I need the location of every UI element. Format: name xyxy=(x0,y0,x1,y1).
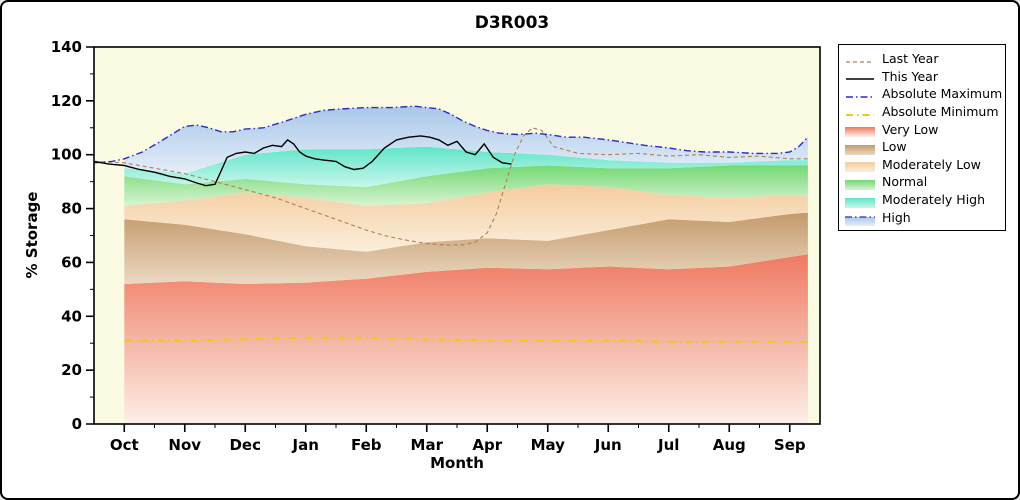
legend-swatch xyxy=(845,53,875,65)
legend-swatch xyxy=(845,194,875,208)
x-tick-label: Mar xyxy=(411,436,444,454)
x-tick-label: Jul xyxy=(657,436,679,454)
legend-label: Moderately High xyxy=(882,192,986,208)
legend-swatch xyxy=(845,176,875,190)
legend-item-moderately-low: Moderately Low xyxy=(845,156,999,174)
legend-item-absolute-minimum: Absolute Minimum xyxy=(845,103,999,121)
legend-item-absolute-maximum: Absolute Maximum xyxy=(845,85,1003,103)
x-tick-label: Dec xyxy=(229,436,261,454)
x-tick-label: Nov xyxy=(168,436,201,454)
chart-title: D3R003 xyxy=(474,13,550,33)
x-tick-label: May xyxy=(531,436,566,454)
x-tick-label: Jun xyxy=(594,436,622,454)
x-axis-label: Month xyxy=(430,454,484,472)
legend-swatch xyxy=(845,141,875,155)
legend-label: Absolute Minimum xyxy=(882,104,999,120)
legend-swatch xyxy=(845,88,875,100)
legend-swatch xyxy=(845,123,875,138)
legend-label: This Year xyxy=(882,68,938,84)
x-tick-label: Aug xyxy=(713,436,746,454)
legend-swatch xyxy=(845,106,875,118)
band-low xyxy=(124,212,808,284)
y-tick-label: 0 xyxy=(72,415,82,433)
y-tick-label: 80 xyxy=(61,200,82,218)
line-last-year xyxy=(93,127,808,246)
band-normal xyxy=(124,165,808,206)
legend-label: High xyxy=(882,209,911,225)
legend-label: Absolute Maximum xyxy=(882,86,1003,102)
band-moderately-low xyxy=(124,184,808,252)
legend-label: Low xyxy=(882,139,907,155)
line-absolute-maximum xyxy=(93,105,809,164)
line-this-year xyxy=(93,135,512,187)
x-tick-label: Sep xyxy=(774,436,806,454)
y-tick-label: 60 xyxy=(61,253,82,271)
y-tick-label: 120 xyxy=(51,92,82,110)
legend-swatch xyxy=(845,211,875,227)
x-tick-label: Oct xyxy=(110,436,139,454)
x-tick-label: Feb xyxy=(351,436,382,454)
legend-item-last-year: Last Year xyxy=(845,50,999,68)
x-tick-label: Apr xyxy=(472,436,502,454)
line-absolute-minimum xyxy=(124,336,808,343)
legend-swatch xyxy=(845,158,875,173)
legend-item-normal: Normal xyxy=(845,173,999,191)
legend-item-low: Low xyxy=(845,138,999,156)
legend-item-very-low: Very Low xyxy=(845,120,999,138)
legend-item-moderately-high: Moderately High xyxy=(845,191,999,209)
y-tick-label: 20 xyxy=(61,361,82,379)
legend-item-high: High xyxy=(845,208,999,227)
legend-swatch xyxy=(845,70,875,82)
y-axis-label: % Storage xyxy=(23,191,41,279)
legend: Last Year This Year Absolute Maximum Absolu… xyxy=(838,44,1006,231)
y-tick-label: 140 xyxy=(51,38,82,56)
band-high xyxy=(124,106,808,174)
legend-label: Normal xyxy=(882,174,928,190)
legend-label: Moderately Low xyxy=(882,156,981,172)
legend-label: Last Year xyxy=(882,51,939,67)
legend-label: Very Low xyxy=(882,121,939,137)
x-tick-label: Jan xyxy=(292,436,319,454)
band-moderately-high xyxy=(124,146,808,187)
legend-item-this-year: This Year xyxy=(845,68,999,86)
y-tick-label: 100 xyxy=(51,146,82,164)
y-tick-label: 40 xyxy=(61,307,82,325)
